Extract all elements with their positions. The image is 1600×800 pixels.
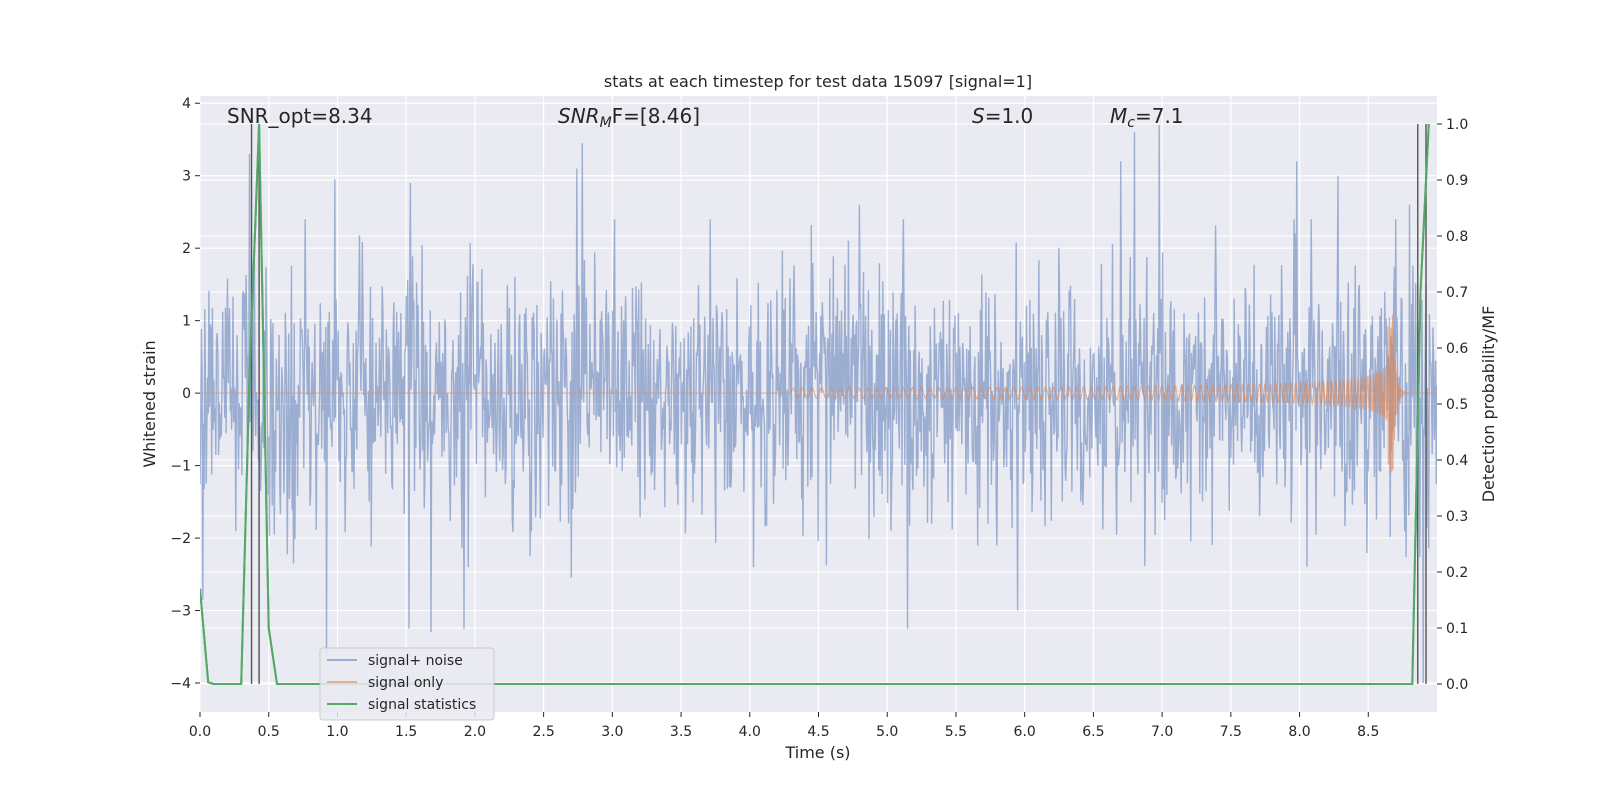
x-tick-label-15: 7.5 (1220, 724, 1242, 740)
y2-tick-label-4: 0.4 (1446, 453, 1468, 469)
x-tick-label-0: 0.0 (189, 724, 211, 740)
y-tick-label-4: 0 (182, 386, 191, 402)
y2-axis-label: Detection probability/MF (1479, 306, 1498, 503)
x-tick-label-3: 1.5 (395, 724, 417, 740)
y-tick-label-8: 4 (182, 96, 191, 112)
y2-tick-label-3: 0.3 (1446, 509, 1468, 525)
series-signal-noise (200, 124, 1437, 684)
y-tick-label-1: −3 (170, 604, 191, 620)
x-tick-label-12: 6.0 (1014, 724, 1036, 740)
snr-mf-tail: F=[8.46] (612, 104, 700, 128)
x-tick-label-9: 4.5 (807, 724, 829, 740)
s-tail: =1.0 (985, 104, 1034, 128)
y-axis-label: Whitened strain (140, 340, 159, 467)
x-tick-label-1: 0.5 (258, 724, 280, 740)
mc-sub: c (1127, 115, 1135, 131)
chart-title: stats at each timestep for test data 150… (604, 72, 1032, 91)
s-main: S (972, 104, 985, 128)
y-tick-label-2: −2 (170, 531, 191, 547)
x-tick-label-5: 2.5 (532, 724, 554, 740)
x-tick-label-17: 8.5 (1357, 724, 1379, 740)
y2-tick-label-9: 0.9 (1446, 173, 1468, 189)
legend-label-signal-noise: signal+ noise (368, 653, 463, 669)
x-tick-label-10: 5.0 (876, 724, 898, 740)
mc-main: M (1110, 104, 1127, 128)
y-tick-label-0: −4 (170, 676, 191, 692)
y2-axis-ticks: 0.0 0.1 0.2 0.3 0.4 0.5 0.6 0.7 0.8 0.9 1.0 (1437, 117, 1468, 693)
x-axis-ticks: 0.0 0.5 1.0 1.5 2.0 2.5 3.0 3.5 4.0 4.5 5.0 5.5 6.0 6… (189, 712, 1379, 740)
y2-tick-label-5: 0.5 (1446, 397, 1468, 413)
annotation-snr-mf: SNRMF=[8.46] (558, 104, 700, 131)
y2-tick-label-1: 0.1 (1446, 621, 1468, 637)
mc-tail: =7.1 (1135, 104, 1184, 128)
annotation-mc: Mc=7.1 (1110, 104, 1184, 131)
legend-label-signal-only: signal only (368, 675, 443, 691)
y2-tick-label-0: 0.0 (1446, 677, 1468, 693)
y2-tick-label-10: 1.0 (1446, 117, 1468, 133)
series-signal-statistics-top (200, 123, 1430, 685)
y-tick-label-3: −1 (170, 459, 191, 475)
snr-mf-sub: M (600, 115, 612, 131)
y-tick-label-5: 1 (182, 314, 191, 330)
y2-tick-label-6: 0.6 (1446, 341, 1468, 357)
y2-tick-label-2: 0.2 (1446, 565, 1468, 581)
x-tick-label-8: 4.0 (739, 724, 761, 740)
x-tick-label-14: 7.0 (1151, 724, 1173, 740)
legend-label-signal-statistics: signal statistics (368, 697, 476, 713)
legend-box (319, 647, 495, 721)
x-tick-label-6: 3.0 (601, 724, 623, 740)
annotation-s: S=1.0 (972, 104, 1033, 128)
vline-layer (200, 123, 1430, 685)
y2-tick-label-7: 0.7 (1446, 285, 1468, 301)
y-tick-label-6: 2 (182, 241, 191, 257)
x-tick-label-4: 2.0 (464, 724, 486, 740)
snr-mf-main: SNR (558, 104, 600, 128)
x-tick-label-2: 1.0 (326, 724, 348, 740)
annotation-snr-opt: SNR_opt=8.34 (227, 104, 373, 128)
series-signal-only (200, 315, 1437, 473)
y2-tick-label-8: 0.8 (1446, 229, 1468, 245)
y-axis-ticks: −4 −3 −2 −1 0 1 2 3 4 (170, 96, 200, 692)
x-tick-label-7: 3.5 (670, 724, 692, 740)
legend: signal+ noise signal only signal statist… (319, 647, 495, 721)
y-tick-label-7: 3 (182, 169, 191, 185)
x-tick-label-11: 5.5 (945, 724, 967, 740)
x-tick-label-13: 6.5 (1082, 724, 1104, 740)
x-axis-label: Time (s) (784, 743, 850, 762)
x-tick-label-16: 8.0 (1288, 724, 1310, 740)
